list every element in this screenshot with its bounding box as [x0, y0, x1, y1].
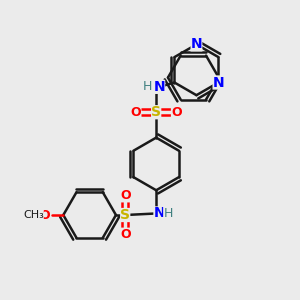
Text: N: N [154, 80, 165, 94]
Text: H: H [163, 207, 172, 220]
Text: O: O [120, 228, 130, 241]
Text: O: O [39, 208, 50, 221]
Text: O: O [171, 106, 181, 119]
Text: N: N [154, 206, 165, 220]
Text: S: S [151, 105, 161, 119]
Text: O: O [120, 189, 130, 202]
Text: S: S [120, 208, 130, 222]
Text: N: N [213, 76, 224, 89]
Text: N: N [190, 38, 202, 51]
Text: O: O [131, 106, 141, 119]
Text: H: H [143, 80, 152, 93]
Text: CH₃: CH₃ [23, 210, 44, 220]
